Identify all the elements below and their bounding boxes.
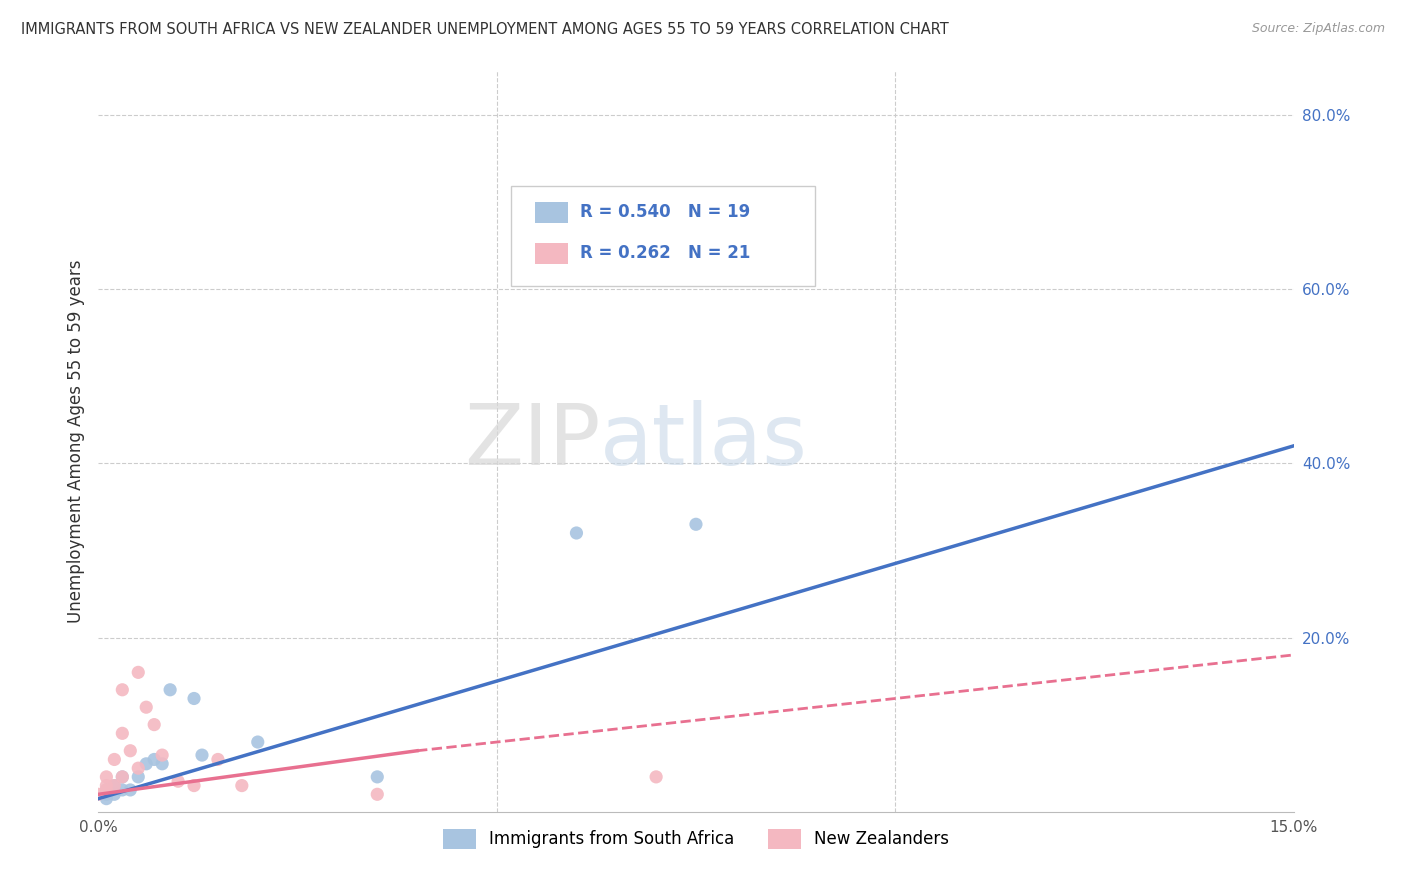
Point xyxy=(366,787,388,801)
Point xyxy=(127,770,149,784)
Point xyxy=(96,779,118,793)
Text: Source: ZipAtlas.com: Source: ZipAtlas.com xyxy=(1251,22,1385,36)
Point xyxy=(127,665,149,680)
Point xyxy=(96,770,118,784)
Point xyxy=(231,779,253,793)
Point xyxy=(143,717,166,731)
Point xyxy=(685,517,707,532)
Point xyxy=(191,748,214,763)
Point xyxy=(96,783,118,797)
Point xyxy=(167,774,190,789)
Point xyxy=(135,700,157,714)
Point xyxy=(159,682,181,697)
Text: IMMIGRANTS FROM SOUTH AFRICA VS NEW ZEALANDER UNEMPLOYMENT AMONG AGES 55 TO 59 Y: IMMIGRANTS FROM SOUTH AFRICA VS NEW ZEAL… xyxy=(21,22,949,37)
Point xyxy=(645,770,668,784)
Point xyxy=(183,779,205,793)
FancyBboxPatch shape xyxy=(510,186,815,286)
Text: atlas: atlas xyxy=(600,400,808,483)
Point xyxy=(111,726,134,740)
Point xyxy=(111,770,134,784)
Legend: Immigrants from South Africa, New Zealanders: Immigrants from South Africa, New Zealan… xyxy=(436,822,956,855)
Point xyxy=(111,770,134,784)
Point xyxy=(103,752,125,766)
Point xyxy=(207,752,229,766)
Text: ZIP: ZIP xyxy=(464,400,600,483)
Y-axis label: Unemployment Among Ages 55 to 59 years: Unemployment Among Ages 55 to 59 years xyxy=(66,260,84,624)
Text: R = 0.262   N = 21: R = 0.262 N = 21 xyxy=(581,244,751,261)
Point xyxy=(565,526,588,541)
Point xyxy=(135,756,157,771)
Point xyxy=(120,744,142,758)
Point xyxy=(246,735,269,749)
Point xyxy=(96,787,118,801)
Point xyxy=(150,756,173,771)
Text: R = 0.540   N = 19: R = 0.540 N = 19 xyxy=(581,203,751,221)
Point xyxy=(111,682,134,697)
Point xyxy=(103,779,125,793)
Point xyxy=(120,783,142,797)
Point xyxy=(103,779,125,793)
Point xyxy=(143,752,166,766)
Point xyxy=(103,787,125,801)
Point xyxy=(150,748,173,763)
FancyBboxPatch shape xyxy=(534,244,568,264)
Point xyxy=(183,691,205,706)
FancyBboxPatch shape xyxy=(534,202,568,223)
Point xyxy=(366,770,388,784)
Point xyxy=(96,791,118,805)
Point xyxy=(111,783,134,797)
Point xyxy=(127,761,149,775)
Point xyxy=(96,783,118,797)
Point xyxy=(87,787,110,801)
